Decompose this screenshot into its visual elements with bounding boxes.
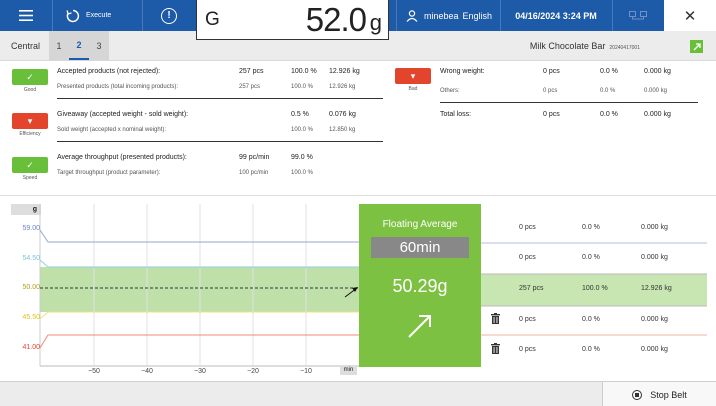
speed-label: Speed: [22, 175, 38, 181]
giveaway-row: Giveaway (accepted weight - sold weight)…: [57, 111, 356, 118]
thumbs-down-icon: ▾: [12, 113, 48, 129]
user-icon: [406, 9, 418, 22]
floating-average-panel: Floating Average 60min 50.29g: [359, 204, 481, 367]
y-tick: 59.00: [22, 225, 40, 232]
x-tick: −50: [88, 368, 100, 375]
info-icon: !: [161, 7, 177, 24]
user-name: minebea: [424, 10, 459, 21]
stop-belt-label: Stop Belt: [650, 389, 687, 400]
y-tick: 50.00: [22, 284, 40, 291]
line-tabs: 1 2 3: [49, 31, 109, 60]
refresh-icon: [66, 9, 80, 22]
weight-unit: g: [369, 10, 382, 35]
export-button[interactable]: [690, 40, 703, 53]
execute-label: Execute: [86, 12, 112, 19]
floating-average-title: Floating Average: [382, 219, 458, 230]
checkmark-icon: ✓: [12, 157, 48, 173]
total-loss-row: Total loss: 0 pcs 0.0 % 0.000 kg: [440, 111, 671, 118]
sold-weight-row: Sold weight (accepted x nominal weight):…: [57, 127, 356, 133]
weight-value: 52.0: [305, 1, 367, 38]
divider: [57, 98, 383, 99]
others-row: Others: 0 pcs 0.0 % 0.000 kg: [440, 88, 668, 94]
efficiency-indicator: ▾ Efficiency: [12, 113, 48, 137]
stop-belt-button[interactable]: Stop Belt: [602, 382, 716, 406]
bottom-bar: Stop Belt: [0, 381, 716, 406]
bad-label: Bad: [408, 86, 418, 92]
trash-icon[interactable]: [491, 313, 500, 324]
central-label: Central: [11, 41, 41, 51]
menu-button[interactable]: [0, 0, 52, 31]
chart-unit-label: g: [11, 204, 41, 215]
trash-icon[interactable]: [491, 343, 500, 354]
accepted-row: Accepted products (not rejected): 257 pc…: [57, 68, 360, 75]
lower-warning-line: [39, 311, 359, 320]
y-tick: 41.00: [22, 344, 40, 351]
stop-icon: [632, 389, 643, 400]
language-label: English: [462, 10, 493, 21]
network-status[interactable]: [612, 0, 664, 31]
tabs-row: Central 1 2 3 Milk Chocolate Bar 20240417…: [0, 31, 716, 61]
tab-2[interactable]: 2: [69, 31, 89, 60]
divider: [57, 141, 383, 142]
chart-lines: [39, 204, 707, 367]
y-tick: 45.50: [22, 314, 40, 321]
divider: [440, 102, 698, 103]
product-name: Milk Chocolate Bar: [529, 41, 606, 51]
y-tick: 54.50: [22, 255, 40, 262]
presented-row: Presented products (total incoming produ…: [57, 84, 356, 90]
statistics-panel: ✓ Good ▾ Efficiency ✓ Speed ▾ Bad Accept…: [0, 61, 716, 195]
datetime-text: 04/16/2024 3:24 PM: [515, 10, 597, 21]
good-label: Good: [23, 87, 37, 93]
hamburger-menu-icon: [19, 10, 33, 21]
weight-display: G 52.0 g: [196, 0, 389, 40]
zone-row: 0 pcs 0.0 % 0.000 kg: [519, 254, 668, 261]
x-unit-label: min: [340, 365, 357, 375]
zone-row: 0 pcs 0.0 % 0.000 kg: [519, 224, 668, 231]
weight-trend-chart: g 59.00 54.50 50.00 45.50 41.00 −50 −40 …: [0, 195, 716, 381]
upper-warning-line: [39, 259, 359, 268]
arrow-up-right-icon: [408, 315, 431, 338]
datetime-display: 04/16/2024 3:24 PM: [500, 0, 612, 31]
user-language-button[interactable]: minebea English: [396, 0, 500, 31]
zone-row: 0 pcs 0.0 % 0.000 kg: [481, 305, 707, 335]
efficiency-label: Efficiency: [19, 131, 41, 137]
bad-indicator: ▾ Bad: [395, 68, 431, 92]
network-icon: [629, 10, 647, 19]
weight-mode: G: [205, 9, 220, 30]
upper-limit-line: [39, 229, 359, 243]
x-tick: −30: [194, 368, 206, 375]
x-tick: −10: [300, 368, 312, 375]
execute-button[interactable]: Execute: [52, 0, 142, 31]
floating-average-value: 50.29g: [392, 276, 448, 296]
speed-indicator: ✓ Speed: [12, 157, 48, 181]
product-code: 20240417001: [609, 45, 640, 51]
wrong-weight-row: Wrong weight: 0 pcs 0.0 % 0.000 kg: [440, 68, 671, 75]
tab-3[interactable]: 3: [89, 31, 109, 60]
checkmark-icon: ✓: [12, 69, 48, 85]
tab-1[interactable]: 1: [49, 31, 69, 60]
avg-throughput-row: Average throughput (presented products):…: [57, 154, 313, 161]
lower-limit-line: [39, 334, 359, 349]
close-icon: ✕: [683, 7, 697, 25]
floating-average-window[interactable]: 60min: [371, 237, 469, 258]
good-indicator: ✓ Good: [12, 69, 48, 93]
thumbs-down-icon: ▾: [395, 68, 431, 84]
product-title: Milk Chocolate Bar 20240417001: [530, 41, 640, 51]
close-button[interactable]: ✕: [664, 0, 716, 31]
x-tick: −40: [141, 368, 153, 375]
arrow-up-right-icon: [693, 42, 701, 50]
info-button[interactable]: !: [142, 0, 196, 31]
x-tick: −20: [247, 368, 259, 375]
accepted-zone-band: [481, 274, 707, 306]
zone-row: 0 pcs 0.0 % 0.000 kg: [481, 335, 707, 365]
target-throughput-row: Target throughput (product parameter): 1…: [57, 170, 314, 176]
zone-row-accepted: 257 pcs 100.0 % 12.926 kg: [519, 285, 672, 292]
